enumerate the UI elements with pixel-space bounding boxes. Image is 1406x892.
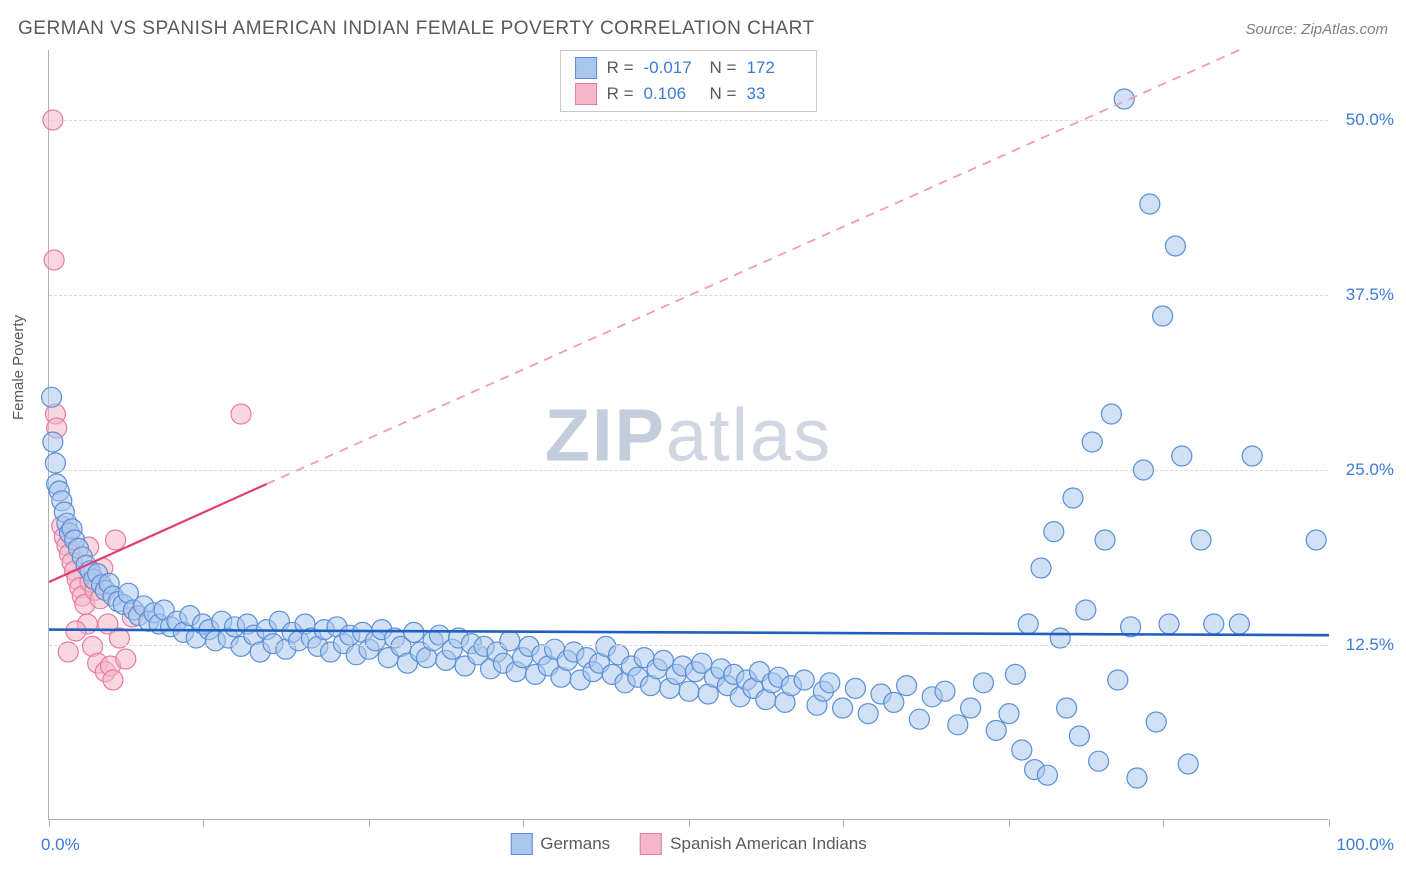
- xtick-label: 0.0%: [41, 835, 80, 855]
- data-point: [1229, 614, 1249, 634]
- data-point: [948, 715, 968, 735]
- legend-swatch-germans-icon: [510, 833, 532, 855]
- legend-label-germans: Germans: [540, 834, 610, 854]
- n-label: N =: [710, 58, 737, 78]
- data-point: [1005, 664, 1025, 684]
- data-point: [1172, 446, 1192, 466]
- r-label: R =: [607, 58, 634, 78]
- xtick: [843, 819, 844, 827]
- r-value-spanish: 0.106: [644, 84, 700, 104]
- legend-row-germans: R = -0.017 N = 172: [575, 57, 803, 79]
- data-point: [1101, 404, 1121, 424]
- xtick-label: 100.0%: [1336, 835, 1394, 855]
- data-point: [897, 676, 917, 696]
- data-point: [909, 709, 929, 729]
- n-value-spanish: 33: [746, 84, 802, 104]
- gridline-h: [49, 470, 1328, 471]
- data-point: [935, 681, 955, 701]
- data-point: [1159, 614, 1179, 634]
- xtick: [49, 819, 50, 827]
- data-point: [1140, 194, 1160, 214]
- data-point: [999, 704, 1019, 724]
- r-label: R =: [607, 84, 634, 104]
- legend-correlation-box: R = -0.017 N = 172 R = 0.106 N = 33: [560, 50, 818, 112]
- xtick: [689, 819, 690, 827]
- data-point: [986, 720, 1006, 740]
- legend-item-germans: Germans: [510, 833, 610, 855]
- r-value-germans: -0.017: [644, 58, 700, 78]
- xtick: [1009, 819, 1010, 827]
- gridline-h: [49, 120, 1328, 121]
- data-point: [1146, 712, 1166, 732]
- xtick: [523, 819, 524, 827]
- data-point: [106, 530, 126, 550]
- data-point: [44, 250, 64, 270]
- xtick: [203, 819, 204, 827]
- ytick-label: 37.5%: [1346, 285, 1394, 305]
- data-point: [1012, 740, 1032, 760]
- xtick: [1163, 819, 1164, 827]
- xtick: [369, 819, 370, 827]
- trend-line-dashed: [267, 50, 1240, 484]
- legend-row-spanish: R = 0.106 N = 33: [575, 83, 803, 105]
- data-point: [1095, 530, 1115, 550]
- plot-area: ZIPatlas R = -0.017 N = 172 R = 0.106 N …: [48, 50, 1328, 820]
- data-point: [1031, 558, 1051, 578]
- data-point: [1153, 306, 1173, 326]
- data-point: [1082, 432, 1102, 452]
- data-point: [1057, 698, 1077, 718]
- data-point: [500, 631, 520, 651]
- y-axis-label: Female Poverty: [10, 315, 27, 420]
- data-point: [42, 387, 62, 407]
- data-point: [1127, 768, 1147, 788]
- data-point: [116, 649, 136, 669]
- data-point: [1165, 236, 1185, 256]
- data-point: [973, 673, 993, 693]
- source-attribution: Source: ZipAtlas.com: [1245, 21, 1388, 38]
- chart-svg: [49, 50, 1328, 819]
- chart-title: GERMAN VS SPANISH AMERICAN INDIAN FEMALE…: [18, 18, 815, 40]
- data-point: [1306, 530, 1326, 550]
- data-point: [1242, 446, 1262, 466]
- data-point: [1037, 765, 1057, 785]
- data-point: [1069, 726, 1089, 746]
- data-point: [1191, 530, 1211, 550]
- ytick-label: 12.5%: [1346, 635, 1394, 655]
- data-point: [820, 673, 840, 693]
- n-value-germans: 172: [746, 58, 802, 78]
- n-label: N =: [710, 84, 737, 104]
- ytick-label: 50.0%: [1346, 110, 1394, 130]
- data-point: [1089, 751, 1109, 771]
- data-point: [845, 678, 865, 698]
- data-point: [43, 432, 63, 452]
- data-point: [833, 698, 853, 718]
- data-point: [1108, 670, 1128, 690]
- gridline-h: [49, 645, 1328, 646]
- data-point: [1204, 614, 1224, 634]
- legend-swatch-spanish: [575, 83, 597, 105]
- legend-item-spanish: Spanish American Indians: [640, 833, 867, 855]
- data-point: [231, 404, 251, 424]
- data-point: [1063, 488, 1083, 508]
- data-point: [103, 670, 123, 690]
- data-point: [679, 681, 699, 701]
- data-point: [1018, 614, 1038, 634]
- data-point: [794, 670, 814, 690]
- legend-bottom: Germans Spanish American Indians: [510, 833, 866, 855]
- ytick-label: 25.0%: [1346, 460, 1394, 480]
- legend-swatch-germans: [575, 57, 597, 79]
- gridline-h: [49, 295, 1328, 296]
- data-point: [1076, 600, 1096, 620]
- data-point: [1044, 522, 1064, 542]
- data-point: [961, 698, 981, 718]
- data-point: [858, 704, 878, 724]
- data-point: [884, 692, 904, 712]
- legend-swatch-spanish-icon: [640, 833, 662, 855]
- data-point: [1178, 754, 1198, 774]
- legend-label-spanish: Spanish American Indians: [670, 834, 867, 854]
- xtick: [1329, 819, 1330, 827]
